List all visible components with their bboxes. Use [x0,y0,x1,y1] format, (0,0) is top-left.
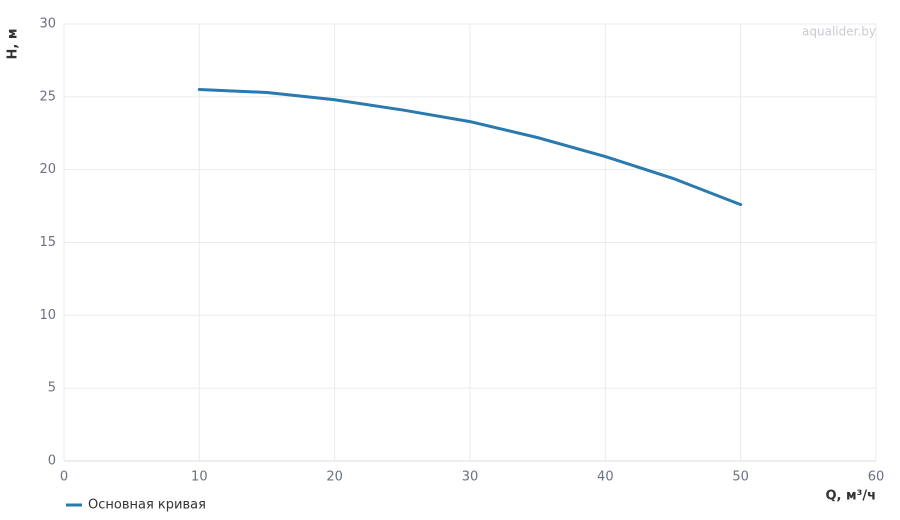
y-tick-label: 0 [48,454,56,469]
data-line [197,88,743,207]
x-axis-label: Q, м³/ч [825,489,876,504]
x-tick-label: 40 [597,470,614,485]
x-tick-label: 60 [868,470,885,485]
y-tick-label: 25 [39,89,56,104]
x-tick-label: 0 [60,470,68,485]
y-tick-label: 15 [39,235,56,250]
y-axis-label: H, м [6,29,21,60]
x-tick-label: 20 [326,470,343,485]
y-tick-label: 10 [39,308,56,323]
y-tick-label: 30 [39,17,56,32]
watermark: aqualider.by [802,25,876,39]
y-tick-label: 5 [48,381,56,396]
x-tick-label: 50 [732,470,749,485]
x-tick-label: 10 [191,470,208,485]
x-tick-label: 30 [462,470,479,485]
legend-label: Основная кривая [88,498,206,513]
y-tick-label: 20 [39,162,56,177]
